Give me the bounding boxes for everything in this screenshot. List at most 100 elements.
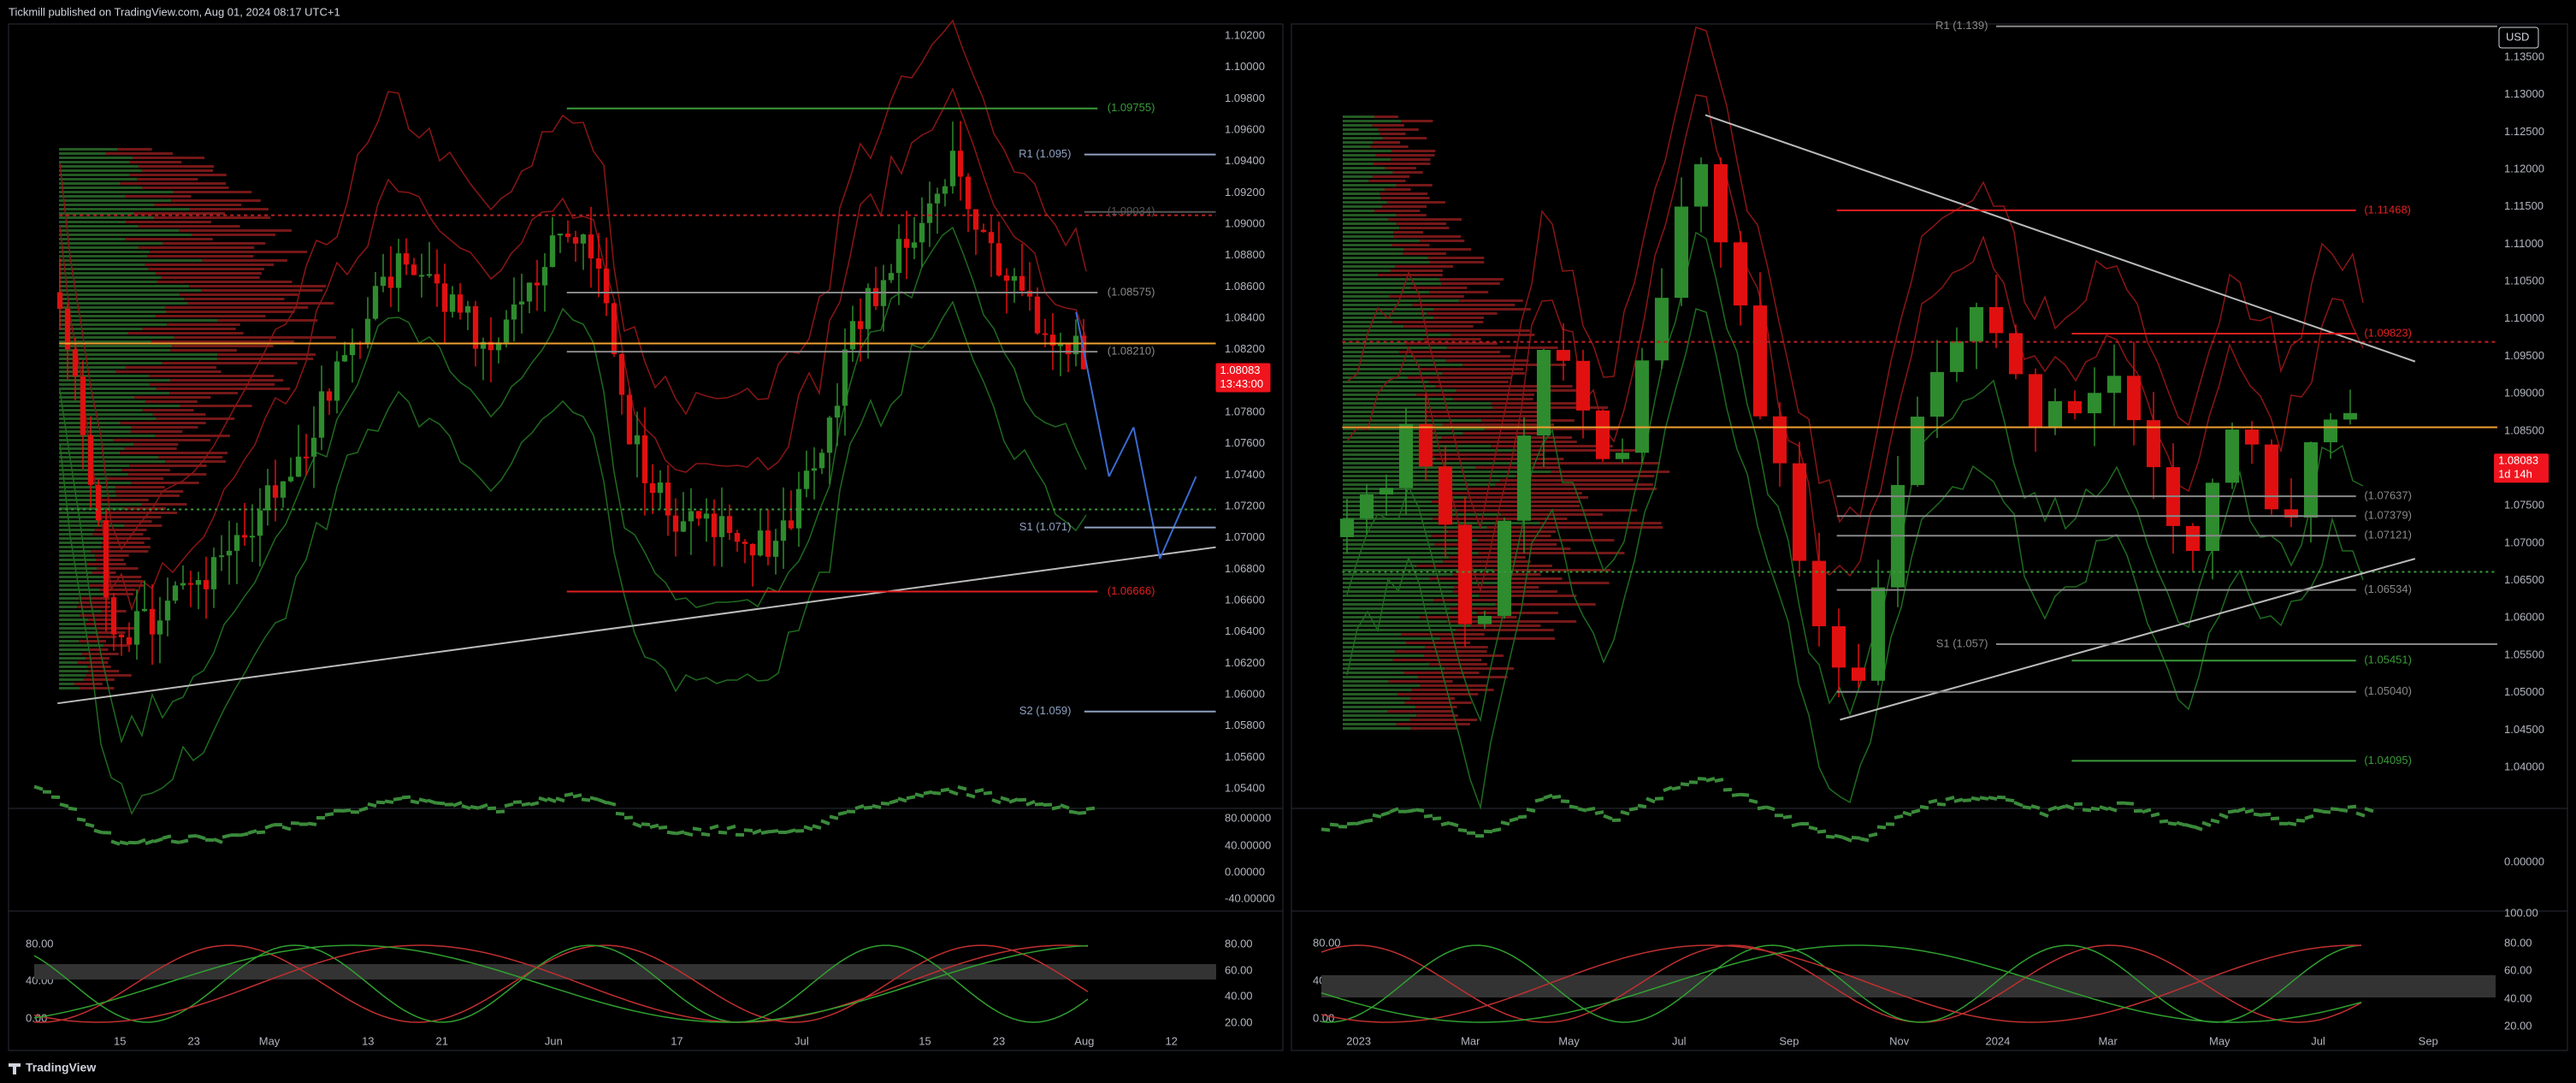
volume-bar xyxy=(1425,411,1542,413)
price-axis-label: 1.06400 xyxy=(1225,624,1265,637)
volume-bar xyxy=(1343,689,1412,691)
volume-bar xyxy=(59,221,127,223)
candle-body xyxy=(911,242,918,248)
volume-bar xyxy=(1409,719,1478,721)
osc-segment xyxy=(2330,807,2340,812)
volume-bar xyxy=(170,379,284,382)
volume-bar xyxy=(1539,522,1662,524)
volume-bar xyxy=(1412,304,1515,306)
candle-body xyxy=(233,535,240,551)
volume-bar xyxy=(1343,612,1477,614)
volume-bar xyxy=(1478,552,1625,554)
volume-bar xyxy=(1343,184,1397,186)
volume-bar xyxy=(1445,667,1515,670)
volume-bar xyxy=(1343,672,1404,674)
volume-bar xyxy=(1446,620,1577,623)
volume-bar xyxy=(1391,158,1431,161)
osc-segment xyxy=(760,830,771,835)
candle-body xyxy=(2323,419,2338,442)
volume-bar xyxy=(59,178,138,180)
osc-segment xyxy=(820,819,830,826)
candle-body xyxy=(349,342,356,356)
osc-segment xyxy=(504,802,514,808)
volume-bar xyxy=(59,618,89,621)
candle-body xyxy=(2106,376,2122,394)
volume-bar xyxy=(173,191,252,193)
volume-bar xyxy=(1343,595,1480,597)
volume-bar xyxy=(154,204,242,206)
volume-bar xyxy=(1418,676,1508,678)
candle-body xyxy=(157,620,163,635)
volume-bar xyxy=(131,426,198,429)
candle-body xyxy=(1674,206,1689,299)
osc-segment xyxy=(2287,821,2297,826)
level-label: (1.05451) xyxy=(2364,654,2412,666)
volume-bar xyxy=(59,289,202,292)
osc-segment xyxy=(948,789,959,796)
volume-bar xyxy=(1343,719,1410,721)
volume-bar xyxy=(99,589,136,591)
level-label: R1 (1.139) xyxy=(1935,19,1988,32)
osc-axis-label: 0.00000 xyxy=(1225,865,1265,878)
price-axis-label: 1.05600 xyxy=(1225,750,1265,763)
volume-bar xyxy=(77,606,110,608)
candle-body xyxy=(1379,488,1394,495)
volume-bar xyxy=(130,430,183,433)
osc-segment xyxy=(1025,800,1036,807)
volume-bar xyxy=(133,443,179,446)
candle-body xyxy=(249,536,256,538)
candle-body xyxy=(949,151,956,186)
volume-bar xyxy=(1423,338,1481,340)
candle-body xyxy=(141,608,148,612)
volume-bar xyxy=(1414,355,1511,358)
volume-bar xyxy=(59,627,96,630)
osc-segment xyxy=(196,834,206,841)
candle-body xyxy=(1870,587,1886,681)
osc-segment xyxy=(1077,810,1087,815)
volume-bar xyxy=(1343,180,1369,182)
osc-segment xyxy=(1962,798,1972,802)
candle-body xyxy=(187,583,194,585)
volume-bar xyxy=(1401,120,1433,122)
volume-bar xyxy=(189,208,269,210)
osc-zone xyxy=(1321,975,2496,997)
volume-bar xyxy=(59,302,188,305)
osc-segment xyxy=(264,823,275,830)
left-panel xyxy=(8,23,1284,1051)
osc-segment xyxy=(2167,821,2177,826)
chart-line xyxy=(1705,114,2416,363)
candle-body xyxy=(395,253,402,288)
volume-bar xyxy=(1431,500,1581,503)
volume-bar xyxy=(1551,470,1670,473)
candle-body xyxy=(780,520,787,542)
volume-bar xyxy=(180,293,298,296)
volume-bar xyxy=(120,452,228,454)
volume-bar xyxy=(107,520,152,523)
candle-body xyxy=(757,530,764,556)
price-axis-label: 1.05500 xyxy=(2504,648,2544,660)
volume-bar xyxy=(1343,248,1404,251)
osc-line xyxy=(1320,944,2362,1023)
volume-bar xyxy=(59,460,166,463)
osc-segment xyxy=(1526,807,1536,814)
candle-body xyxy=(680,521,687,532)
volume-bar xyxy=(1435,385,1573,388)
candle-body xyxy=(449,294,456,312)
candle-body xyxy=(549,235,556,268)
level-label: (1.07121) xyxy=(2364,529,2412,542)
volume-bar xyxy=(138,225,240,228)
volume-bar xyxy=(59,486,116,488)
osc-segment xyxy=(1970,796,1981,802)
volume-bar xyxy=(1343,535,1432,537)
volume-bar xyxy=(1495,603,1596,606)
candle-body xyxy=(149,608,156,635)
candle-body xyxy=(1851,667,1866,681)
candle-body xyxy=(480,341,487,349)
osc-segment xyxy=(1876,825,1887,830)
osc-segment xyxy=(1372,813,1382,819)
candle-body xyxy=(1477,615,1492,624)
volume-bar xyxy=(80,614,113,617)
volume-bar xyxy=(1343,500,1432,503)
osc-segment xyxy=(2013,801,2024,808)
volume-bar xyxy=(172,345,274,347)
